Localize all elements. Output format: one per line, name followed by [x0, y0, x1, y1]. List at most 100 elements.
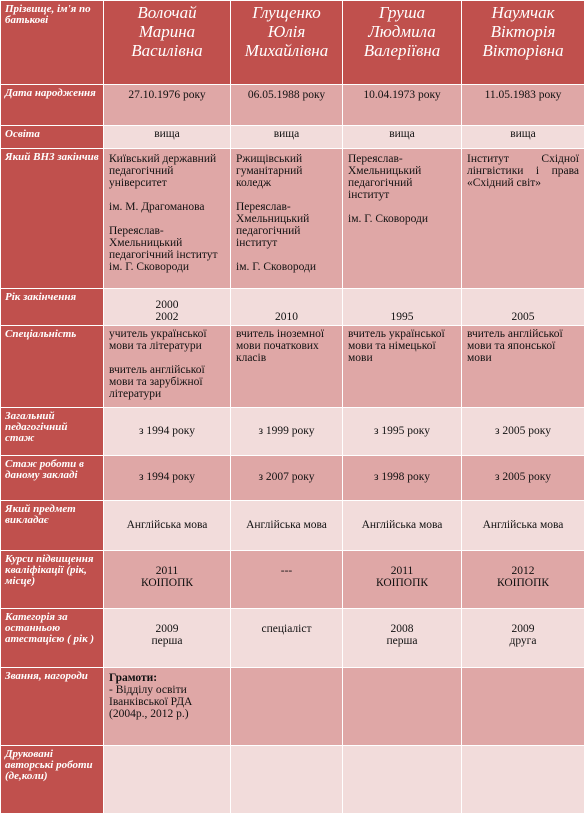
- data-row: Категорія за останньою атестацією ( рік …: [1, 609, 584, 668]
- cell-text: з 1994 року: [109, 425, 225, 437]
- value-cell: з 1995 року: [343, 408, 462, 456]
- row-label: Спеціальність: [1, 326, 104, 408]
- cell-text: ім. Г. Сковороди: [236, 261, 337, 273]
- value-cell: з 1998 року: [343, 456, 462, 501]
- value-cell: вчитель іноземної мови початкових класів: [231, 326, 343, 408]
- cell-text: Переяслав-Хмельницький педагогічний інст…: [236, 201, 337, 249]
- value-cell: вчитель англійської мови та японської мо…: [462, 326, 584, 408]
- value-cell: вища: [104, 126, 231, 149]
- row-label: Звання, нагороди: [1, 668, 104, 746]
- value-cell: вища: [343, 126, 462, 149]
- row-label: Який ВНЗ закінчив: [1, 149, 104, 289]
- value-cell: [343, 746, 462, 814]
- cell-text: друга: [467, 635, 579, 647]
- value-cell: з 1994 року: [104, 456, 231, 501]
- cell-text: КОІПОПК: [467, 577, 579, 589]
- cell-text: вища: [236, 128, 337, 140]
- name-line: Наумчак: [467, 3, 579, 22]
- cell-text: учитель української мови та літератури: [109, 328, 225, 352]
- value-cell: [343, 668, 462, 746]
- value-cell: 2005: [462, 289, 584, 326]
- value-cell: вчитель української мови та німецької мо…: [343, 326, 462, 408]
- value-cell: ---: [231, 551, 343, 609]
- cell-text: спеціаліст: [236, 623, 337, 635]
- value-cell: вища: [462, 126, 584, 149]
- cell-text: з 1995 року: [348, 425, 456, 437]
- value-cell: з 1994 року: [104, 408, 231, 456]
- cell-text: ім. М. Драгоманова: [109, 201, 225, 213]
- value-cell: Переяслав-Хмельницький педагогічний інст…: [343, 149, 462, 289]
- cell-text: 2009: [467, 623, 579, 635]
- cell-text: 2008: [348, 623, 456, 635]
- row-label: Категорія за останньою атестацією ( рік …: [1, 609, 104, 668]
- value-cell: 06.05.1988 року: [231, 85, 343, 126]
- name-line: Груша: [348, 3, 456, 22]
- row-label: Прізвище, ім'я по батькові: [1, 1, 104, 85]
- cell-text: 10.04.1973 року: [348, 89, 456, 101]
- name-line: Валеріївна: [348, 41, 456, 60]
- cell-text: вища: [109, 128, 225, 140]
- value-cell: 11.05.1983 року: [462, 85, 584, 126]
- cell-text: з 1994 року: [109, 471, 225, 483]
- value-cell: з 2007 року: [231, 456, 343, 501]
- value-cell: [462, 746, 584, 814]
- value-cell: Київський державний педагогічний універс…: [104, 149, 231, 289]
- cell-text: 2010: [236, 311, 337, 323]
- cell-text: - Відділу освіти Іванківської РДА (2004р…: [109, 684, 225, 720]
- name-line: Глущенко: [236, 3, 337, 22]
- cell-text: вчитель англійської мови та зарубіжної л…: [109, 364, 225, 400]
- value-cell: Грамоти:- Відділу освіти Іванківської РД…: [104, 668, 231, 746]
- row-label: Рік закінчення: [1, 289, 104, 326]
- value-cell: з 2005 року: [462, 408, 584, 456]
- name-line: Марина: [109, 22, 225, 41]
- value-cell: Англійська мова: [462, 501, 584, 551]
- value-cell: з 2005 року: [462, 456, 584, 501]
- value-cell: [104, 746, 231, 814]
- data-row: Друковані авторські роботи (де,коли): [1, 746, 584, 814]
- value-cell: спеціаліст: [231, 609, 343, 668]
- value-cell: Інститут Східної лінгвістики і права «Сх…: [462, 149, 584, 289]
- name-line: Волочай: [109, 3, 225, 22]
- value-cell: [231, 668, 343, 746]
- cell-text: з 2005 року: [467, 471, 579, 483]
- value-cell: 2010: [231, 289, 343, 326]
- value-cell: учитель української мови та літератури вч…: [104, 326, 231, 408]
- cell-text: КОІПОПК: [109, 577, 225, 589]
- cell-text: Переяслав-Хмельницький педагогічний інст…: [109, 225, 225, 273]
- cell-text: з 2005 року: [467, 425, 579, 437]
- row-label: Друковані авторські роботи (де,коли): [1, 746, 104, 814]
- value-cell: з 1999 року: [231, 408, 343, 456]
- value-cell: 10.04.1973 року: [343, 85, 462, 126]
- cell-text: Інститут Східної лінгвістики і права «Сх…: [467, 153, 579, 189]
- value-cell: [231, 746, 343, 814]
- value-cell: Англійська мова: [231, 501, 343, 551]
- cell-text: 2012: [467, 565, 579, 577]
- cell-text: Київський державний педагогічний універс…: [109, 153, 225, 189]
- cell-text: вища: [467, 128, 579, 140]
- row-label: Який предмет викладає: [1, 501, 104, 551]
- cell-text: Англійська мова: [109, 519, 225, 531]
- cell-text: Англійська мова: [236, 519, 337, 531]
- row-label: Загальний педагогічний стаж: [1, 408, 104, 456]
- cell-text: з 1998 року: [348, 471, 456, 483]
- name-line: Михайлівна: [236, 41, 337, 60]
- cell-text: 2009: [109, 623, 225, 635]
- cell-text: Англійська мова: [467, 519, 579, 531]
